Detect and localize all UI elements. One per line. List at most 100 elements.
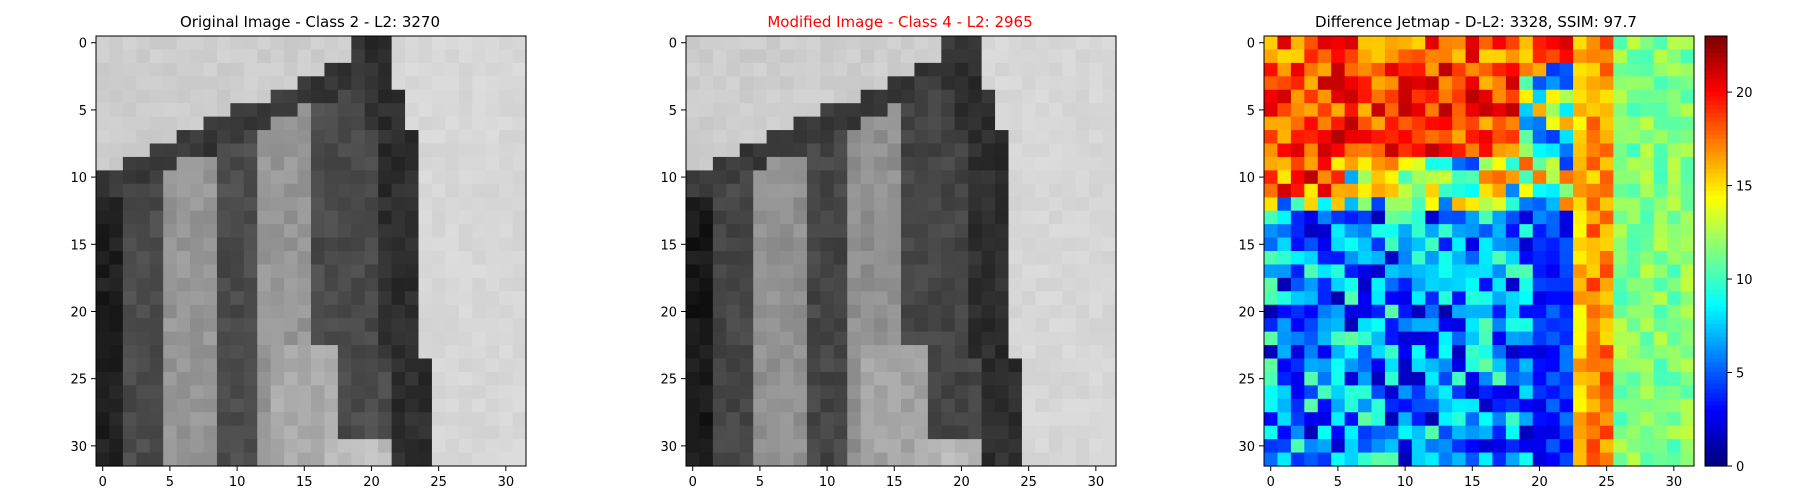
heatmap-cell bbox=[1532, 62, 1547, 77]
heatmap-cell bbox=[1035, 385, 1050, 400]
heatmap-cell bbox=[968, 412, 983, 427]
heatmap-cell bbox=[1653, 76, 1668, 91]
heatmap-cell bbox=[1492, 452, 1507, 467]
heatmap-cell bbox=[887, 398, 902, 413]
heatmap-cell bbox=[968, 197, 983, 212]
heatmap-cell bbox=[122, 210, 137, 225]
heatmap-cell bbox=[1035, 62, 1050, 77]
heatmap-cell bbox=[190, 251, 205, 266]
heatmap-cell bbox=[726, 358, 741, 373]
heatmap-cell bbox=[243, 237, 258, 252]
heatmap-cell bbox=[257, 277, 272, 292]
heatmap-cell bbox=[1102, 130, 1117, 145]
heatmap-cell bbox=[1384, 156, 1399, 171]
heatmap-cell bbox=[458, 224, 473, 239]
heatmap-cell bbox=[190, 170, 205, 185]
heatmap-cell bbox=[1358, 103, 1373, 118]
heatmap-cell bbox=[230, 224, 245, 239]
heatmap-cell bbox=[176, 277, 191, 292]
heatmap-cell bbox=[1358, 345, 1373, 360]
heatmap-cell bbox=[1290, 398, 1305, 413]
colorbar-segment bbox=[1705, 225, 1727, 231]
heatmap-cell bbox=[499, 143, 514, 158]
heatmap-cell bbox=[1398, 156, 1413, 171]
heatmap-cell bbox=[243, 116, 258, 131]
heatmap-cell bbox=[1599, 398, 1614, 413]
x-tick-label: 20 bbox=[953, 475, 970, 490]
colorbar-segment bbox=[1705, 302, 1727, 308]
heatmap-cell bbox=[257, 439, 272, 454]
heatmap-cell bbox=[163, 36, 178, 51]
heatmap-cell bbox=[1438, 116, 1453, 131]
heatmap-cell bbox=[216, 251, 231, 266]
heatmap-cell bbox=[1062, 412, 1077, 427]
heatmap-cell bbox=[1089, 412, 1104, 427]
heatmap-cell bbox=[820, 412, 835, 427]
heatmap-cell bbox=[1438, 318, 1453, 333]
heatmap-cell bbox=[1008, 358, 1023, 373]
heatmap-cell bbox=[1008, 304, 1023, 319]
heatmap-cell bbox=[431, 76, 446, 91]
heatmap-cell bbox=[324, 398, 339, 413]
heatmap-cell bbox=[766, 237, 781, 252]
heatmap-cell bbox=[806, 425, 821, 440]
heatmap-cell bbox=[109, 116, 124, 131]
heatmap-cell bbox=[1573, 170, 1588, 185]
heatmap-cell bbox=[806, 197, 821, 212]
heatmap-cell bbox=[1667, 76, 1682, 91]
heatmap-cell bbox=[847, 277, 862, 292]
heatmap-cell bbox=[954, 398, 969, 413]
heatmap-cell bbox=[405, 197, 420, 212]
heatmap-cell bbox=[270, 304, 285, 319]
heatmap-cell bbox=[499, 264, 514, 279]
heatmap-cell bbox=[1035, 398, 1050, 413]
heatmap-cell bbox=[122, 264, 137, 279]
heatmap-cell bbox=[1640, 371, 1655, 386]
heatmap-cell bbox=[1384, 385, 1399, 400]
heatmap-cell bbox=[699, 89, 714, 104]
heatmap-cell bbox=[1492, 143, 1507, 158]
heatmap-cell bbox=[1264, 331, 1279, 346]
heatmap-cell bbox=[1304, 345, 1319, 360]
heatmap-cell bbox=[472, 183, 487, 198]
heatmap-cell bbox=[874, 237, 889, 252]
heatmap-cell bbox=[1599, 76, 1614, 91]
heatmap-cell bbox=[806, 318, 821, 333]
heatmap-cell bbox=[431, 130, 446, 145]
heatmap-cell bbox=[780, 251, 795, 266]
heatmap-cell bbox=[1505, 130, 1520, 145]
heatmap-cell bbox=[122, 412, 137, 427]
heatmap-cell bbox=[1519, 291, 1534, 306]
heatmap-cell bbox=[820, 210, 835, 225]
heatmap-cell bbox=[1519, 264, 1534, 279]
heatmap-cell bbox=[297, 49, 312, 64]
heatmap-cell bbox=[297, 412, 312, 427]
heatmap-cell bbox=[726, 398, 741, 413]
heatmap-cell bbox=[351, 439, 366, 454]
heatmap-cell bbox=[122, 197, 137, 212]
heatmap-cell bbox=[163, 62, 178, 77]
heatmap-cell bbox=[1438, 156, 1453, 171]
heatmap-cell bbox=[847, 425, 862, 440]
heatmap-cell bbox=[1573, 345, 1588, 360]
heatmap-cell bbox=[1075, 143, 1090, 158]
heatmap-cell bbox=[739, 116, 754, 131]
heatmap-cell bbox=[780, 89, 795, 104]
heatmap-cell bbox=[1021, 452, 1036, 467]
heatmap-cell bbox=[149, 224, 164, 239]
heatmap-cell bbox=[1089, 277, 1104, 292]
heatmap-cell bbox=[364, 318, 379, 333]
heatmap-cell bbox=[122, 398, 137, 413]
heatmap-cell bbox=[1452, 412, 1467, 427]
heatmap-cell bbox=[1008, 345, 1023, 360]
heatmap-cell bbox=[190, 304, 205, 319]
heatmap-cell bbox=[297, 251, 312, 266]
heatmap-cell bbox=[1062, 156, 1077, 171]
heatmap-cell bbox=[901, 103, 916, 118]
colorbar-tick-label: 5 bbox=[1736, 367, 1744, 382]
heatmap-cell bbox=[686, 116, 701, 131]
heatmap-cell bbox=[686, 425, 701, 440]
heatmap-cell bbox=[1546, 385, 1561, 400]
heatmap-cell bbox=[1048, 49, 1063, 64]
heatmap-cell bbox=[833, 76, 848, 91]
